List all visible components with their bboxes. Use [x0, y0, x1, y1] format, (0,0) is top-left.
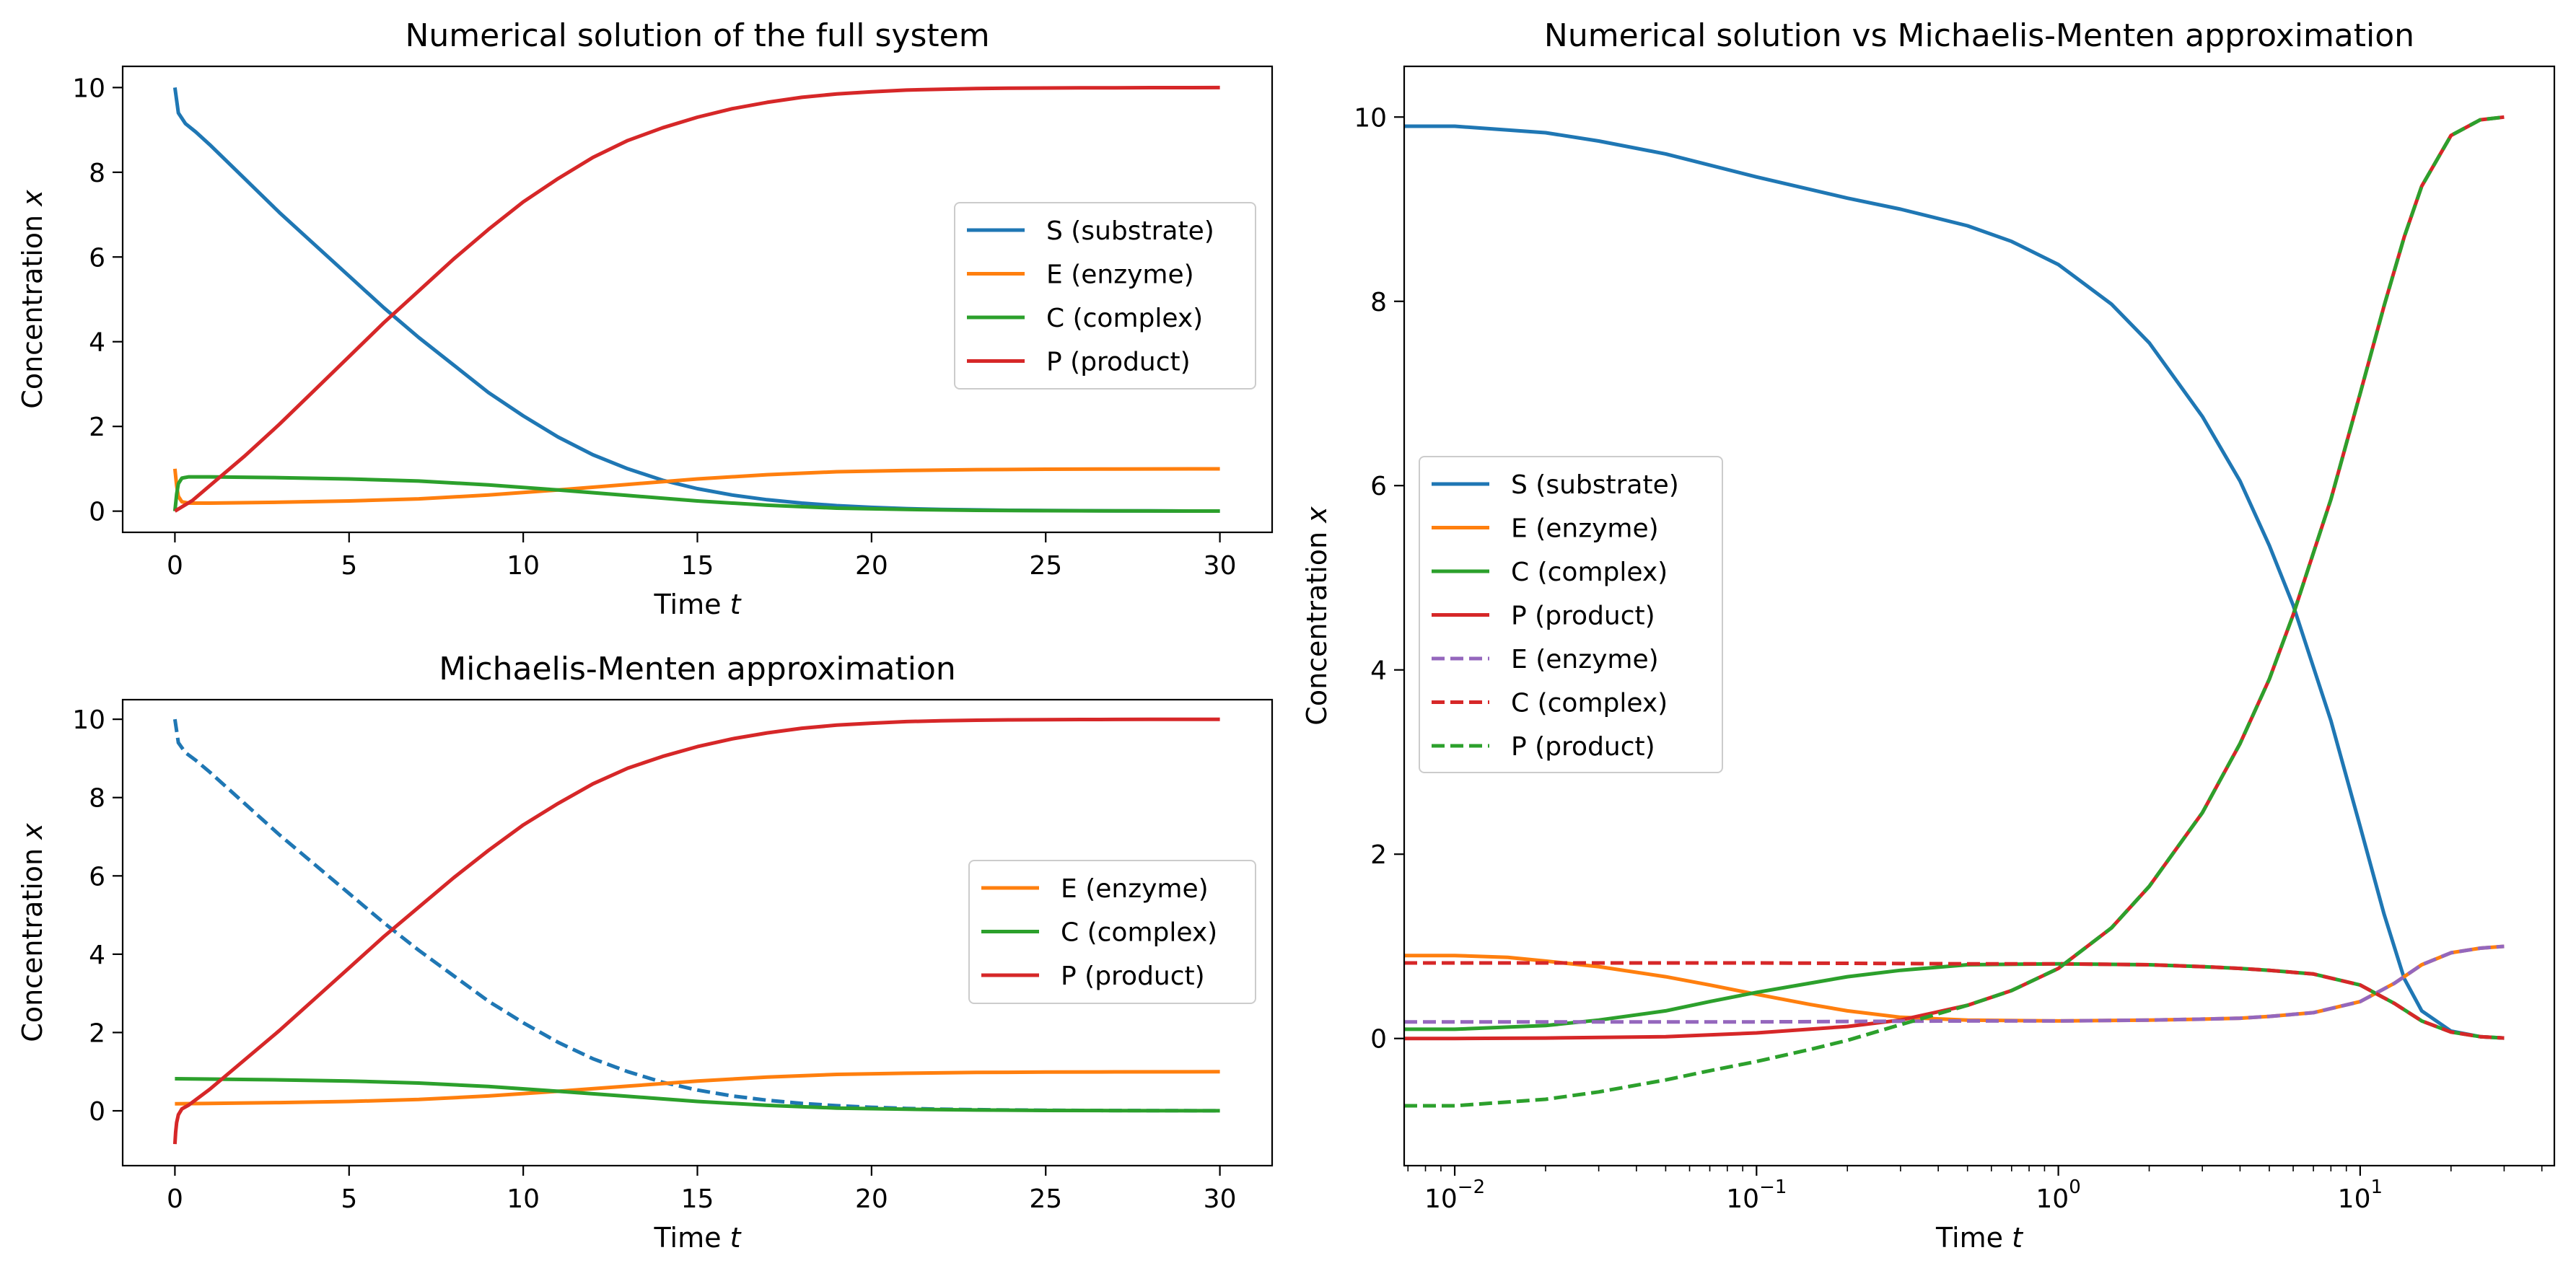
x-tick-label: 10−1	[1726, 1176, 1787, 1214]
x-tick-label: 100	[2036, 1176, 2080, 1214]
y-axis-label: Concentration x	[17, 823, 48, 1042]
x-axis-label: Time t	[654, 1222, 742, 1254]
legend-entry: E (enzyme)	[1511, 514, 1659, 544]
chart-title: Numerical solution of the full system	[405, 17, 989, 54]
legend-entry: E (enzyme)	[1511, 645, 1659, 674]
x-tick-label: 0	[167, 1184, 183, 1214]
y-axis-label: Concentration x	[17, 190, 48, 409]
legend-entry: P (product)	[1061, 962, 1205, 991]
x-tick-label: 20	[855, 551, 888, 581]
y-tick-label: 8	[89, 784, 105, 814]
x-tick-label: 5	[341, 1184, 357, 1214]
legend-entry: C (complex)	[1046, 304, 1203, 333]
chart-title: Numerical solution vs Michaelis-Menten a…	[1544, 17, 2414, 54]
x-tick-label: 15	[681, 551, 714, 581]
x-tick-label: 5	[341, 551, 357, 581]
series-group	[172, 717, 1220, 1145]
series-line-0	[172, 718, 1220, 1113]
y-tick-label: 0	[89, 498, 105, 527]
y-tick-label: 2	[89, 413, 105, 442]
legend: E (enzyme) C (complex) P (product)	[968, 860, 1256, 1004]
legend-entry: S (substrate)	[1046, 216, 1214, 246]
y-tick-label: 4	[89, 941, 105, 970]
series-line-2	[175, 1077, 1220, 1113]
series-line-2	[1404, 962, 2505, 1040]
x-tick-label: 0	[167, 551, 183, 581]
y-tick-label: 6	[89, 862, 105, 892]
y-tick-label: 6	[1370, 472, 1387, 501]
panel-1: 0 5 10 15 20 25 30 0 2 4 6 8 10 Numerical solution of…	[17, 17, 1274, 620]
series-line-3	[174, 85, 1220, 513]
x-tick-label: 30	[1204, 551, 1237, 581]
legend-entry: P (product)	[1046, 348, 1191, 377]
y-tick-label: 10	[72, 74, 105, 103]
y-tick-label: 4	[89, 328, 105, 358]
y-tick-label: 0	[1370, 1025, 1387, 1055]
x-tick-label: 25	[1029, 1184, 1062, 1214]
legend-entry: C (complex)	[1511, 558, 1668, 587]
legend-entry: C (complex)	[1061, 918, 1217, 948]
legend-entry: P (product)	[1511, 732, 1655, 762]
y-tick-label: 2	[89, 1018, 105, 1048]
legend: S (substrate) E (enzyme) C (complex) P (pro…	[954, 202, 1256, 390]
series-line-5	[1404, 961, 2505, 1040]
y-axis-label: Concentration x	[1301, 506, 1333, 726]
legend-frame	[1419, 456, 1723, 773]
y-tick-label: 4	[1370, 656, 1387, 686]
legend-entry: P (product)	[1511, 602, 1655, 631]
x-axis-label: Time t	[654, 589, 742, 620]
panel-3: 10−2 10−1 100 101 0 2 4 6 8 10 Numerical solution …	[1301, 17, 2556, 1254]
x-tick-label: 101	[2338, 1176, 2383, 1214]
series-line-2	[172, 475, 1220, 513]
series-line-6	[1404, 115, 2505, 1108]
series-group	[172, 85, 1220, 513]
series-group	[1404, 115, 2505, 1108]
y-tick-label: 8	[89, 159, 105, 188]
x-tick-label: 30	[1204, 1184, 1237, 1214]
y-tick-label: 10	[72, 705, 105, 735]
x-axis-label: Time t	[1935, 1222, 2024, 1254]
y-tick-label: 0	[89, 1097, 105, 1127]
legend-entry: C (complex)	[1511, 689, 1668, 718]
series-line-1	[172, 467, 1220, 505]
legend-frame	[954, 202, 1256, 390]
x-tick-label: 25	[1029, 551, 1062, 581]
legend-entry: E (enzyme)	[1046, 260, 1194, 290]
x-tick-label: 15	[681, 1184, 714, 1214]
legend: S (substrate) E (enzyme) C (complex) P (pro…	[1419, 456, 1723, 773]
series-line-4	[1404, 944, 2505, 1024]
panel-2: 0 5 10 15 20 25 30 0 2 4 6 8 10 Michaelis-Menten appr…	[17, 651, 1274, 1254]
y-tick-label: 10	[1354, 103, 1387, 133]
axes-frame	[1403, 65, 2556, 1167]
x-tick-label: 20	[855, 1184, 888, 1214]
chart-title: Michaelis-Menten approximation	[439, 651, 956, 687]
legend-frame	[968, 860, 1256, 1004]
y-tick-label: 8	[1370, 288, 1387, 317]
x-tick-label: 10	[507, 551, 540, 581]
legend-entry: S (substrate)	[1511, 470, 1679, 500]
series-line-1	[175, 1070, 1220, 1106]
x-tick-label: 10−2	[1424, 1176, 1485, 1214]
series-line-3	[172, 717, 1220, 1145]
x-tick-label: 10	[507, 1184, 540, 1214]
y-tick-label: 6	[89, 243, 105, 273]
y-tick-label: 2	[1370, 840, 1387, 870]
legend-entry: E (enzyme)	[1061, 874, 1209, 904]
